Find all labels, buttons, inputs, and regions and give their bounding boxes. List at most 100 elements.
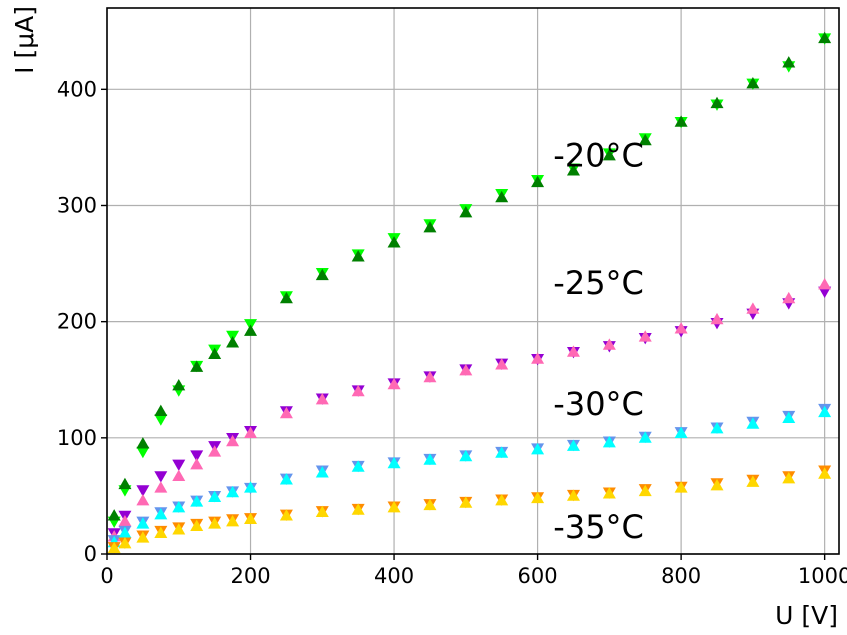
data-point bbox=[495, 494, 509, 506]
data-point bbox=[244, 481, 258, 493]
data-point bbox=[387, 456, 401, 469]
data-point bbox=[154, 508, 168, 520]
data-point bbox=[154, 526, 168, 538]
data-point bbox=[495, 358, 509, 370]
data-point bbox=[208, 445, 222, 457]
data-point bbox=[818, 286, 832, 298]
data-point bbox=[818, 31, 832, 44]
data-point bbox=[118, 526, 132, 538]
data-point bbox=[351, 460, 365, 472]
data-point bbox=[190, 519, 204, 531]
x-tick-label: 1000 bbox=[798, 564, 847, 588]
data-point bbox=[746, 302, 760, 314]
data-point bbox=[495, 446, 509, 458]
data-point bbox=[351, 503, 365, 515]
data-point bbox=[118, 477, 132, 490]
data-point bbox=[136, 437, 150, 449]
data-point bbox=[566, 164, 580, 176]
data-point bbox=[602, 435, 616, 448]
data-points bbox=[107, 31, 832, 554]
data-point bbox=[602, 338, 616, 350]
data-point bbox=[459, 449, 473, 462]
data-point bbox=[315, 505, 329, 518]
data-point bbox=[279, 509, 293, 521]
data-point bbox=[674, 426, 688, 439]
x-tick-label: 400 bbox=[374, 564, 414, 588]
data-point bbox=[244, 426, 258, 439]
y-tick-label: 200 bbox=[57, 310, 97, 334]
data-point bbox=[746, 417, 760, 429]
data-point bbox=[226, 434, 240, 447]
data-point bbox=[674, 481, 688, 493]
data-point bbox=[818, 277, 832, 290]
data-point bbox=[172, 523, 186, 535]
data-point bbox=[566, 345, 580, 357]
annotation-label: -20°C bbox=[553, 136, 644, 174]
data-point bbox=[782, 56, 796, 68]
y-tick-label: 400 bbox=[57, 77, 97, 101]
data-point bbox=[710, 312, 724, 325]
data-point bbox=[459, 205, 473, 218]
data-point bbox=[190, 495, 204, 507]
data-point bbox=[107, 541, 121, 554]
data-point bbox=[746, 475, 760, 487]
axis-ticks: 0 200 400 600 800 1000 0 100 200 300 400 bbox=[57, 77, 847, 588]
x-tick-label: 800 bbox=[661, 564, 701, 588]
data-point bbox=[387, 236, 401, 248]
data-point bbox=[531, 442, 545, 455]
x-tick-label: 0 bbox=[100, 564, 113, 588]
data-point bbox=[818, 467, 832, 479]
y-tick-label: 0 bbox=[84, 542, 97, 566]
data-point bbox=[423, 498, 437, 511]
data-point bbox=[674, 322, 688, 334]
data-point bbox=[674, 115, 688, 127]
data-point bbox=[244, 324, 258, 336]
data-point bbox=[531, 352, 545, 364]
data-point bbox=[602, 487, 616, 499]
data-point bbox=[118, 537, 132, 549]
data-point bbox=[154, 414, 168, 426]
data-point bbox=[315, 392, 329, 405]
data-point bbox=[710, 478, 724, 491]
data-point bbox=[531, 175, 545, 188]
data-point bbox=[172, 469, 186, 482]
data-point bbox=[387, 501, 401, 513]
data-point bbox=[172, 459, 186, 472]
data-point bbox=[315, 268, 329, 281]
data-point bbox=[710, 96, 724, 109]
series-5 bbox=[107, 405, 832, 548]
data-point bbox=[566, 439, 580, 451]
data-point bbox=[154, 404, 168, 416]
data-point bbox=[190, 450, 204, 462]
data-point bbox=[118, 514, 132, 527]
x-tick-label: 200 bbox=[230, 564, 270, 588]
data-point bbox=[387, 377, 401, 390]
data-point bbox=[279, 291, 293, 304]
data-point bbox=[107, 509, 121, 521]
data-point bbox=[136, 494, 150, 506]
data-point bbox=[638, 484, 652, 497]
data-point bbox=[782, 471, 796, 484]
data-point bbox=[244, 512, 258, 525]
data-point bbox=[226, 336, 240, 348]
data-point bbox=[602, 149, 616, 161]
series-7 bbox=[107, 467, 832, 554]
data-point bbox=[423, 221, 437, 233]
series-3 bbox=[107, 277, 832, 542]
data-point bbox=[172, 501, 186, 513]
data-point bbox=[638, 133, 652, 146]
data-point bbox=[782, 291, 796, 304]
data-point bbox=[136, 517, 150, 529]
x-axis-label: U [V] bbox=[775, 601, 838, 630]
data-point bbox=[279, 406, 293, 419]
data-point bbox=[136, 531, 150, 543]
y-axis-label: I [μA] bbox=[10, 6, 39, 74]
data-point bbox=[226, 485, 240, 498]
data-point bbox=[746, 77, 760, 89]
data-point bbox=[638, 431, 652, 443]
temperature-annotations: -20°C -25°C -30°C -35°C bbox=[553, 136, 644, 546]
data-point bbox=[154, 481, 168, 493]
data-point bbox=[208, 490, 222, 502]
y-tick-label: 100 bbox=[57, 426, 97, 450]
